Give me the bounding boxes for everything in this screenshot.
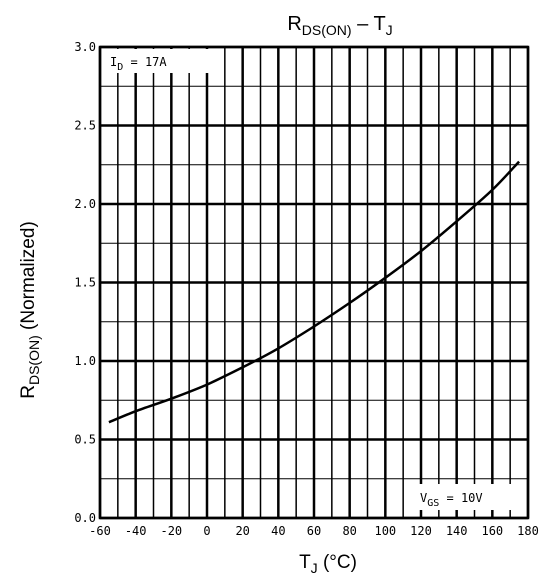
x-tick-label: 0	[203, 524, 210, 538]
y-tick-labels: 0.0 0.5 1.0 1.5 2.0 2.5 3.0	[74, 40, 96, 525]
x-tick-label: -60	[89, 524, 111, 538]
y-tick-label: 2.5	[74, 119, 96, 133]
series-line	[108, 160, 521, 424]
id-annotation-box	[106, 49, 214, 73]
y-tick-label: 0.0	[74, 511, 96, 525]
x-tick-label: -20	[160, 524, 182, 538]
x-tick-label: 160	[481, 524, 503, 538]
x-tick-label: 60	[307, 524, 321, 538]
x-tick-label: 180	[517, 524, 539, 538]
vgs-annotation-box	[416, 484, 522, 510]
y-tick-label: 1.0	[74, 354, 96, 368]
x-tick-labels: -60 -40 -20 0 20 40 60 80 100 120 140 160 180	[89, 524, 539, 538]
y-tick-label: 3.0	[74, 40, 96, 54]
id-annotation: ID = 17A	[110, 55, 167, 73]
x-tick-label: 80	[342, 524, 356, 538]
x-axis-label: TJ (°C)	[299, 552, 357, 576]
x-tick-label: -40	[125, 524, 147, 538]
x-tick-label: 120	[410, 524, 432, 538]
chart-title: RDS(ON) – TJ	[287, 13, 392, 38]
x-tick-label: 20	[235, 524, 249, 538]
y-tick-label: 1.5	[74, 276, 96, 290]
plot-frame	[98, 45, 530, 520]
x-tick-label: 140	[446, 524, 468, 538]
vgs-annotation: VGS = 10V	[420, 491, 483, 509]
y-tick-label: 2.0	[74, 197, 96, 211]
x-tick-label: 40	[271, 524, 285, 538]
x-tick-label: 100	[374, 524, 396, 538]
y-tick-label: 0.5	[74, 433, 96, 447]
y-axis-label: RDS(ON) (Normalized)	[18, 221, 42, 399]
major-gridlines	[98, 45, 530, 520]
